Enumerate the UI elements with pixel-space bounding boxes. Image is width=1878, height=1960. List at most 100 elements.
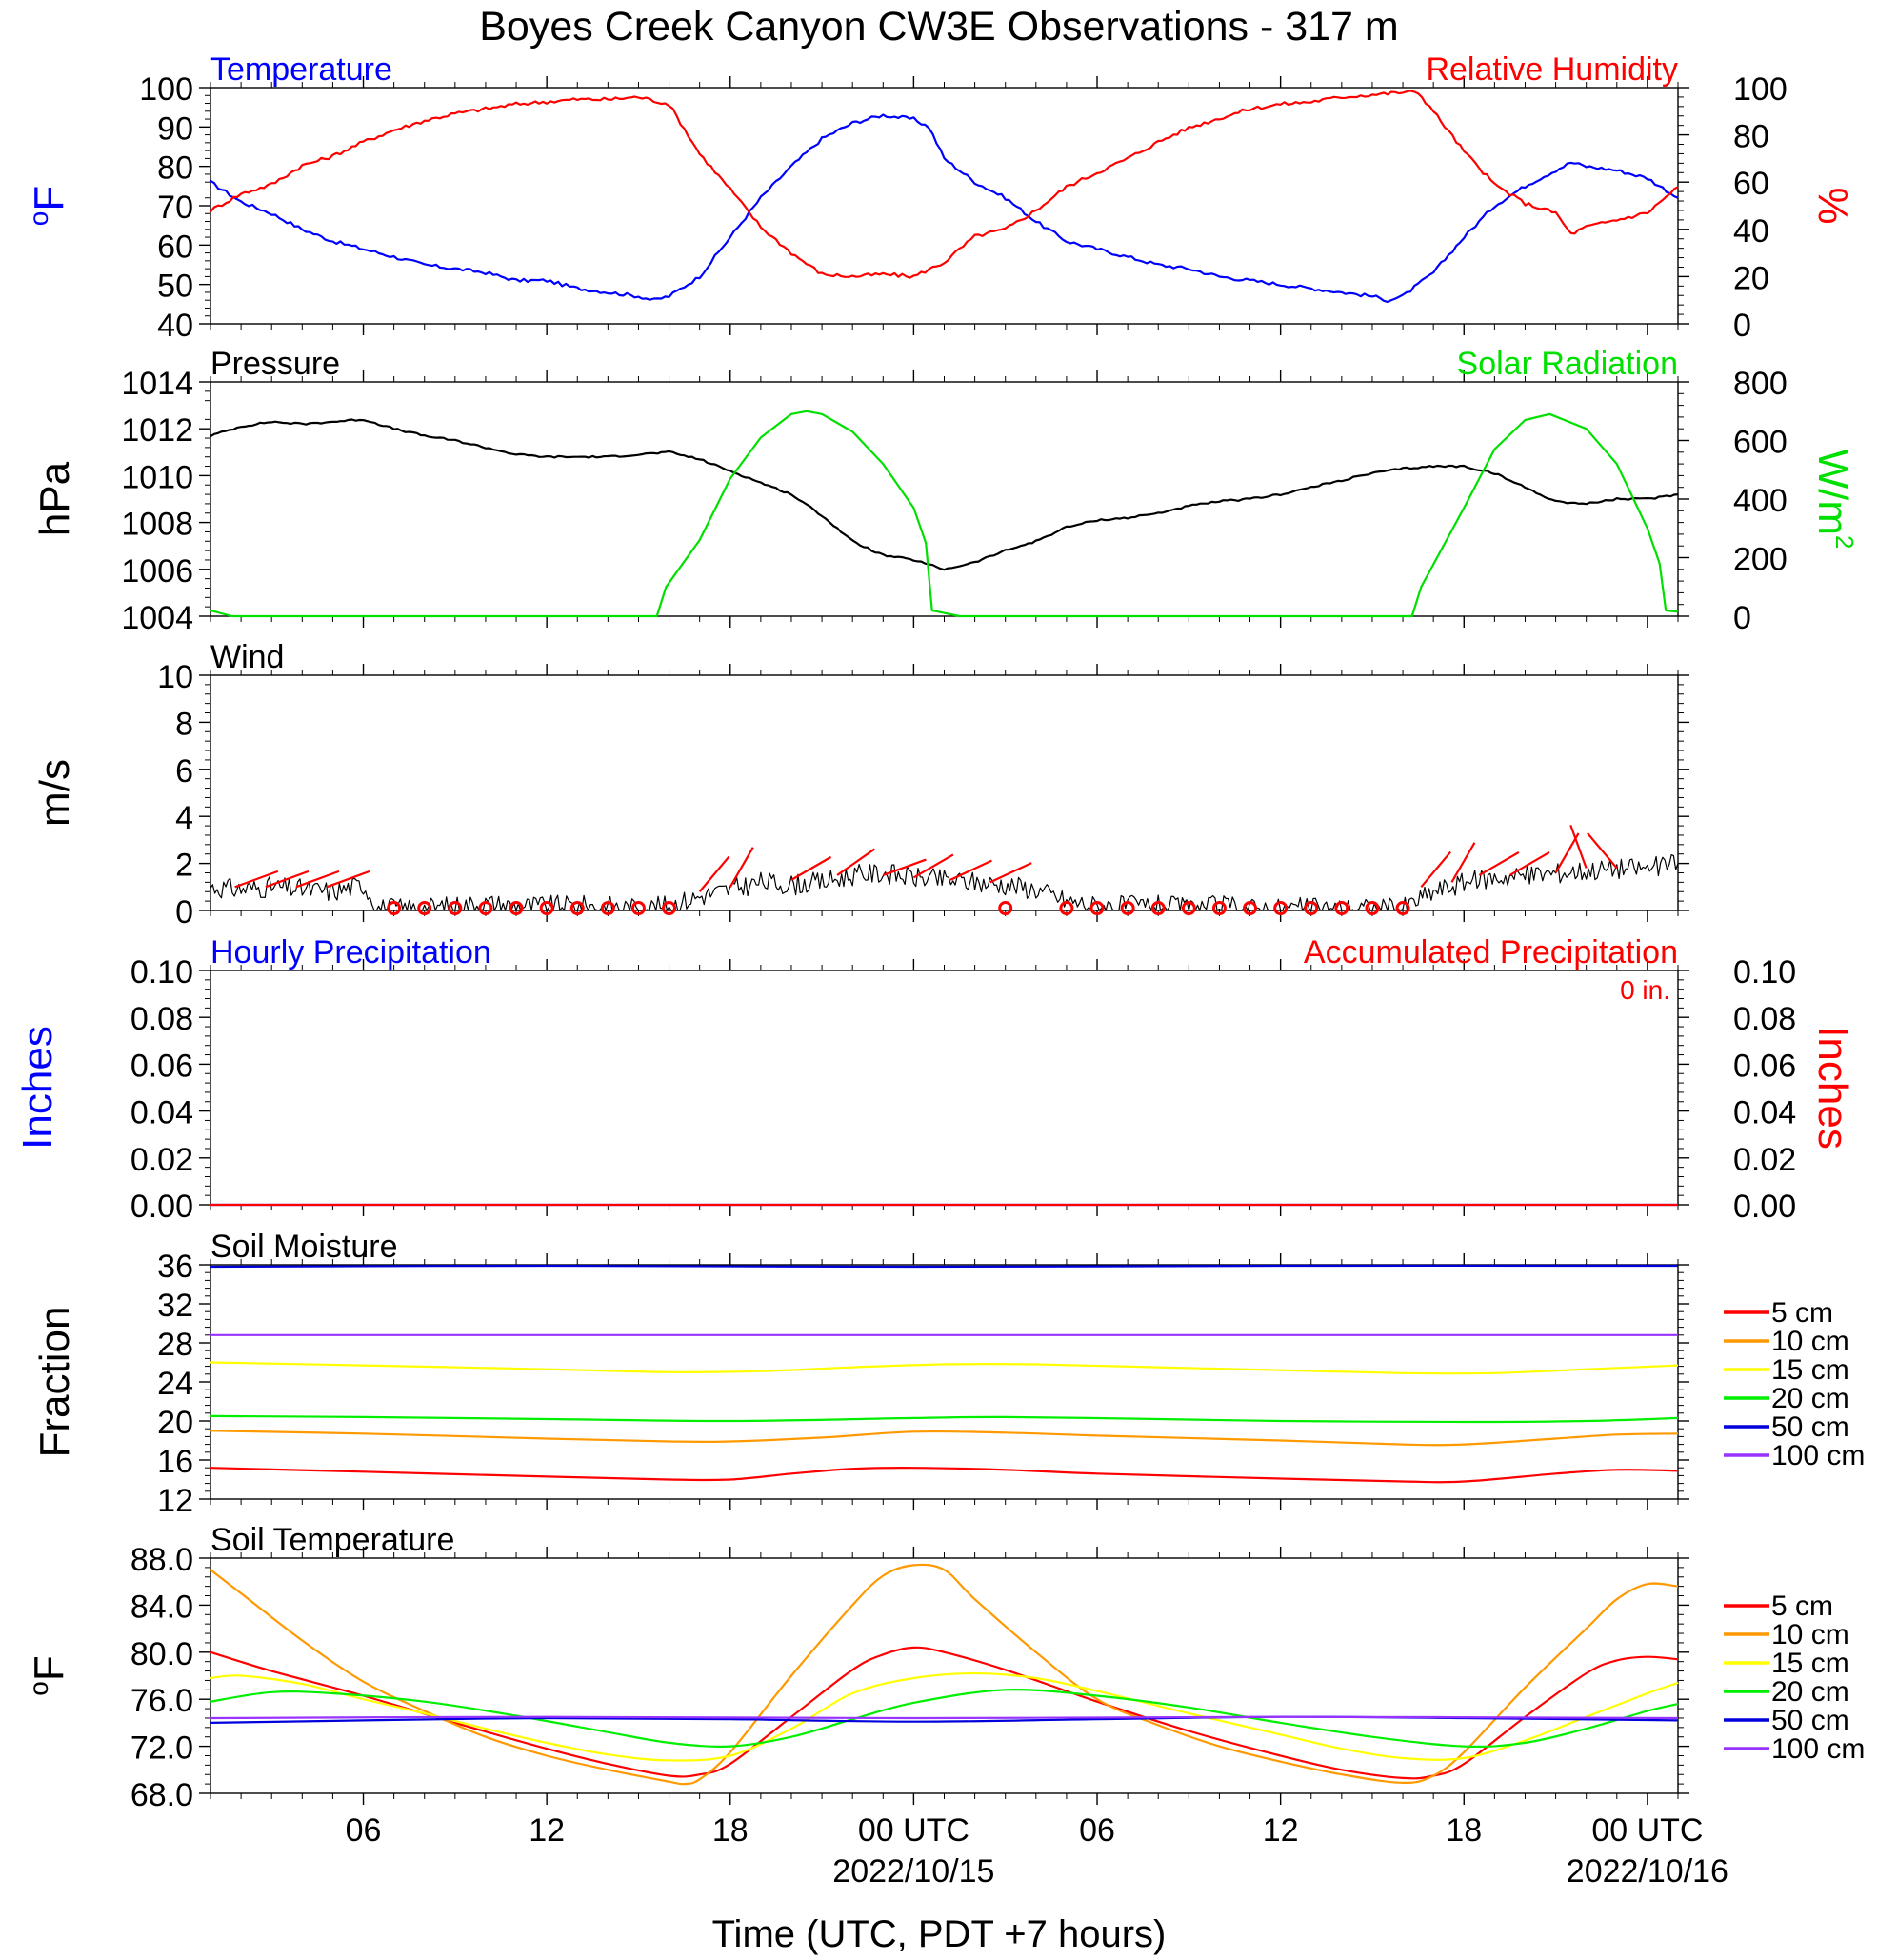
right-tick-label: 800 (1733, 366, 1788, 402)
panel-left-title: Wind (210, 639, 284, 675)
right-tick-label: 0 (1733, 308, 1751, 344)
wind-barb (234, 870, 279, 889)
wind-calm-circle (1273, 901, 1289, 916)
series-line-15-cm (210, 1671, 1679, 1762)
degree-sign: o (24, 1681, 53, 1696)
left-tick-label: 32 (157, 1288, 193, 1324)
series-line-solar-radiation (210, 410, 1679, 618)
wind-barb (1554, 832, 1580, 874)
legend-label: 10 cm (1771, 1619, 1849, 1650)
x-date-label: 2022/10/15 (832, 1853, 994, 1890)
left-tick-label: 10 (157, 659, 193, 695)
series-line-10-cm (210, 1430, 1679, 1447)
left-tick-label: 28 (157, 1327, 193, 1363)
wind-calm-circle (1304, 901, 1319, 916)
wind-barb (1420, 850, 1452, 889)
left-tick-label: 2 (175, 848, 193, 884)
wind-calm-circle (478, 901, 493, 916)
panel-soil_temperature: 68.0 72.0 76.0 80.0 84.0 88.0 Soil Temperature… (24, 1522, 1865, 1813)
right-tick-label: 0 (1733, 600, 1751, 636)
left-tick-label: 80 (157, 150, 193, 187)
left-tick-label: 4 (175, 800, 193, 836)
series-line-20-cm (210, 1688, 1679, 1748)
panel-left-title: Soil Moisture (210, 1229, 398, 1265)
right-tick-label: 60 (1733, 166, 1769, 202)
series-line-20-cm (210, 1414, 1679, 1424)
left-tick-label: 1012 (121, 412, 193, 449)
panel-left-title: Temperature (210, 51, 392, 88)
wind-calm-circle (600, 901, 615, 916)
legend-label: 20 cm (1771, 1676, 1849, 1708)
right-unit-label: Inches (1809, 1026, 1856, 1150)
left-tick-label: 1004 (121, 600, 193, 636)
right-tick-label: 40 (1733, 213, 1769, 250)
wind-calm-circle (509, 901, 524, 916)
legend-label: 5 cm (1771, 1297, 1833, 1329)
legend-label: 5 cm (1771, 1590, 1833, 1622)
left-unit-label: m/s (31, 759, 78, 827)
left-tick-label: 0.06 (130, 1048, 193, 1084)
left-tick-label: 76.0 (130, 1683, 193, 1719)
wind-barb (1569, 825, 1588, 869)
wind-calm-circle (387, 901, 402, 916)
right-unit-superscript: 2 (1830, 535, 1859, 549)
wind-calm-circle (1243, 901, 1258, 916)
x-tick-label: 12 (529, 1812, 565, 1849)
panel-left-title: Pressure (210, 346, 340, 382)
series-line-15-cm (210, 1361, 1679, 1375)
wind-barb (326, 870, 370, 889)
wind-barb (949, 859, 992, 881)
left-tick-label: 0.02 (130, 1142, 193, 1178)
right-tick-label: 200 (1733, 542, 1788, 578)
wind-calm-circle (1395, 901, 1410, 916)
left-tick-label: 1006 (121, 553, 193, 590)
series-line-relative-humidity (210, 90, 1679, 279)
wind-barb (989, 862, 1032, 884)
wind-calm-circle (662, 901, 677, 916)
legend-label: 10 cm (1771, 1326, 1849, 1357)
left-tick-label: 84.0 (130, 1589, 193, 1625)
left-tick-label: 0.04 (130, 1095, 193, 1131)
right-tick-label: 100 (1733, 71, 1788, 108)
series-line-100-cm (210, 1715, 1679, 1720)
degree-sign: o (24, 211, 53, 227)
right-tick-label: 20 (1733, 260, 1769, 296)
accumulated-total: 0 in. (1620, 975, 1670, 1005)
right-tick-label: 0.02 (1733, 1142, 1796, 1178)
wind-barb (790, 855, 832, 881)
left-tick-label: 1008 (121, 507, 193, 543)
left-tick-label: 20 (157, 1405, 193, 1441)
wind-calm-circle (1150, 901, 1166, 916)
left-tick-label: 50 (157, 269, 193, 305)
wind-calm-circle (1089, 901, 1105, 916)
panel-precipitation: 0.00 0.02 0.04 0.06 0.08 0.10 0.00 0.02 0.04 0.06… (14, 934, 1856, 1225)
left-tick-label: 72.0 (130, 1730, 193, 1767)
left-unit-label: Fraction (31, 1307, 78, 1458)
left-tick-label: 1010 (121, 459, 193, 495)
x-tick-label: 06 (1079, 1812, 1115, 1849)
left-tick-label: 24 (157, 1366, 193, 1402)
wind-barb (1587, 832, 1618, 870)
wind-barb (295, 870, 340, 889)
legend-label: 15 cm (1771, 1648, 1849, 1679)
x-tick-label: 18 (1446, 1812, 1482, 1849)
x-tick-label: 12 (1263, 1812, 1299, 1849)
left-tick-label: 1014 (121, 366, 193, 402)
panel-right-title: Solar Radiation (1457, 346, 1678, 382)
left-unit-label: oF (24, 1655, 72, 1695)
wind-barb (836, 848, 876, 876)
wind-calm-circle (417, 901, 432, 916)
left-unit-label: oF (24, 186, 72, 226)
left-tick-label: 90 (157, 110, 193, 147)
chart-title: Boyes Creek Canyon CW3E Observations - 3… (479, 4, 1399, 50)
left-tick-label: 0 (175, 894, 193, 930)
x-axis-label: Time (UTC, PDT +7 hours) (712, 1913, 1167, 1955)
left-tick-label: 100 (139, 71, 193, 108)
x-tick-label: 06 (346, 1812, 382, 1849)
series-line-10-cm (210, 1563, 1679, 1786)
panel-frame (210, 1264, 1679, 1500)
right-unit-text: Inches (1809, 1026, 1856, 1150)
